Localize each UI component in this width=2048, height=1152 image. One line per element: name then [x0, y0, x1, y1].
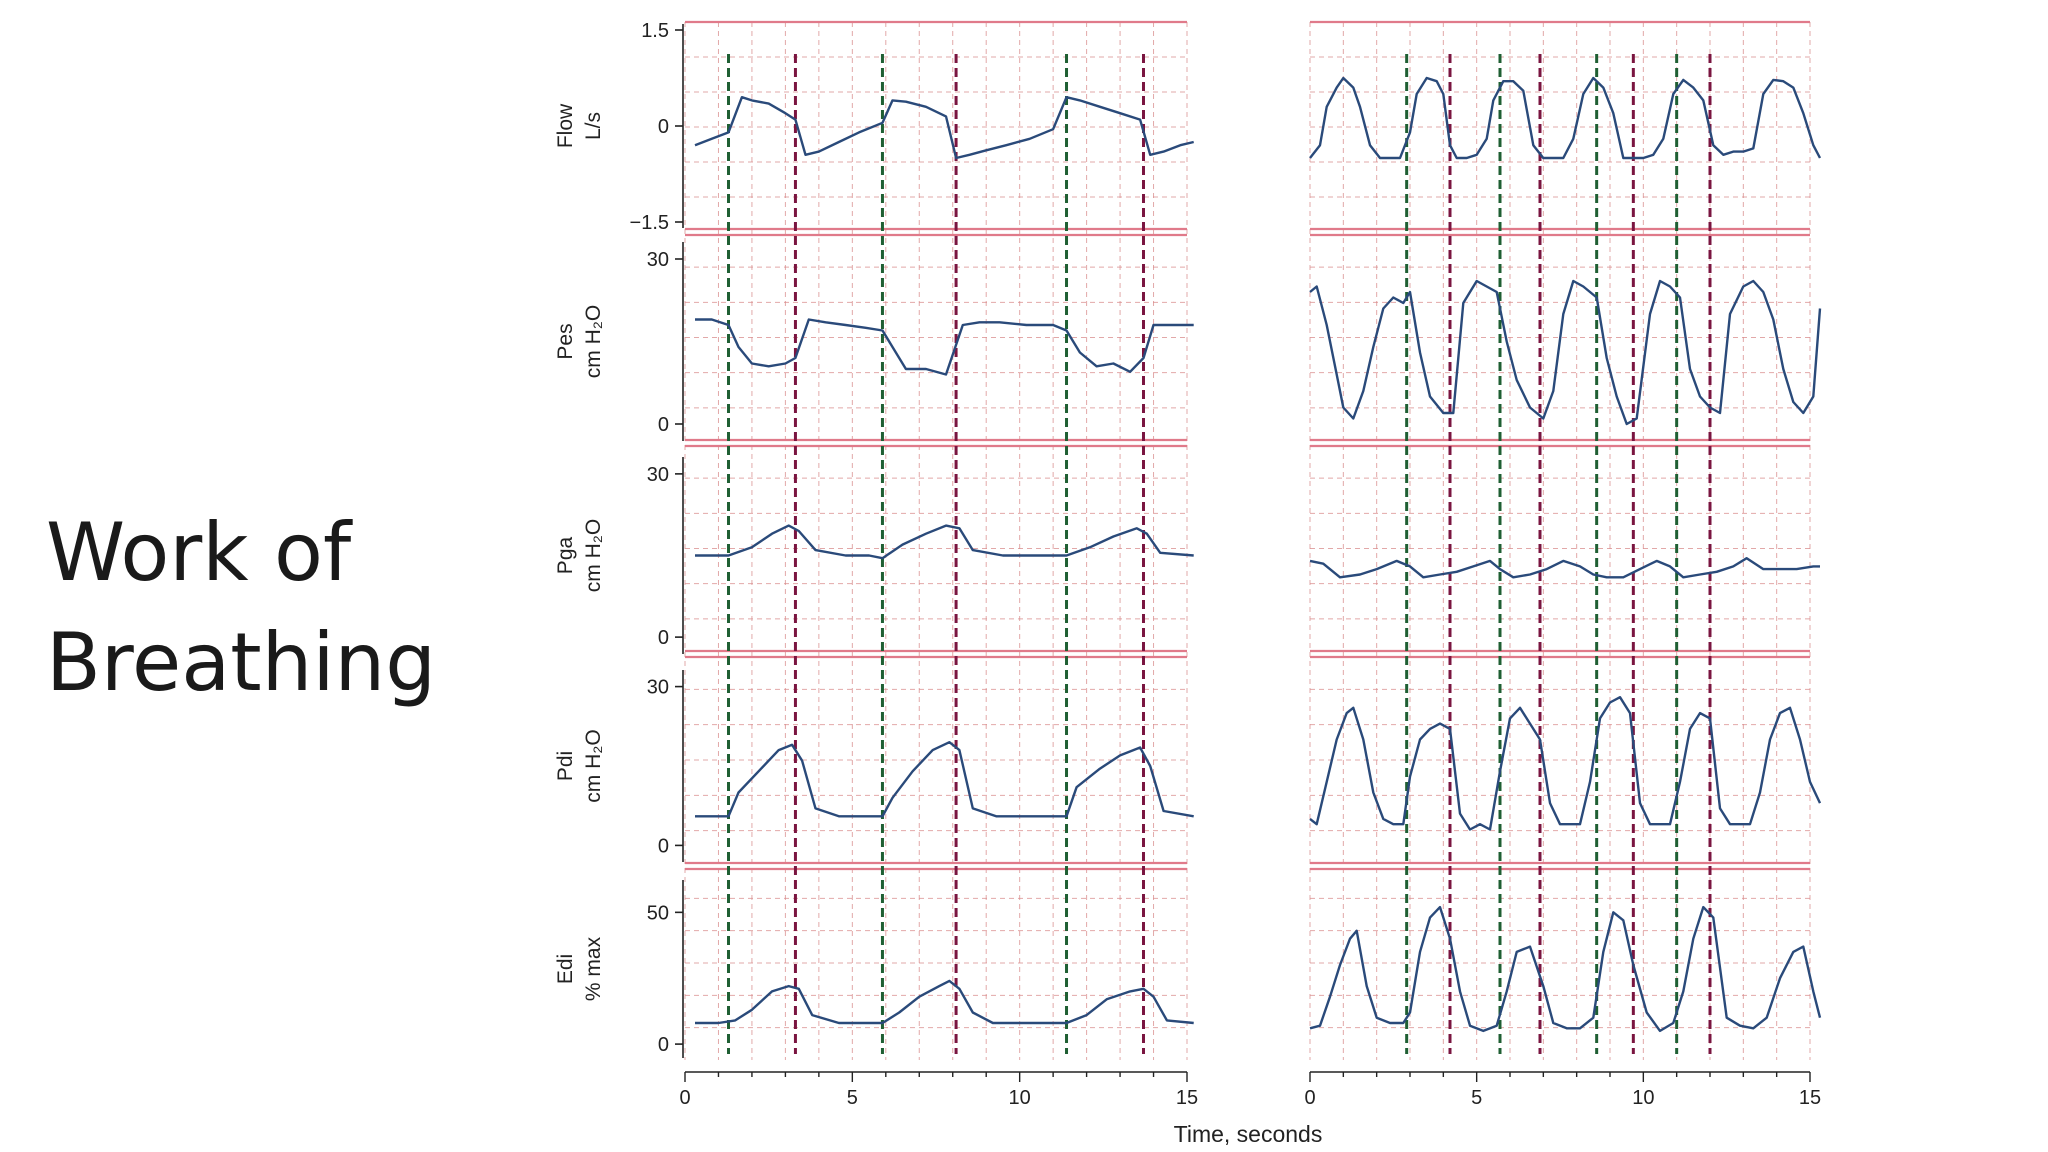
y-tick-label: 0 [658, 627, 669, 649]
y-tick-label: 0 [658, 414, 669, 436]
x-tick-label: 15 [1176, 1087, 1198, 1109]
y-tick-label: 0 [658, 835, 669, 857]
row-label-unit: cm H₂O [582, 305, 605, 378]
slide-title: Work of Breathing [46, 498, 516, 718]
grid-layer [684, 22, 1811, 1060]
row-label-unit: % max [582, 936, 605, 1001]
x-tick-label: 0 [1304, 1087, 1315, 1109]
y-tick-label: 30 [647, 249, 669, 271]
trace-left-pes [695, 318, 1194, 376]
y-tick-label: 0 [658, 1034, 669, 1056]
row-label-name: Pes [554, 323, 577, 359]
row-label-name: Pdi [554, 751, 577, 781]
x-axis-label: Time, seconds [1174, 1121, 1323, 1147]
trace-right-pga [1309, 557, 1820, 579]
trace-right-pes [1309, 279, 1822, 426]
x-tick-label: 5 [1471, 1087, 1482, 1109]
y-tick-label: 30 [647, 677, 669, 699]
x-tick-label: 0 [679, 1087, 690, 1109]
row-label-name: Edi [554, 954, 577, 984]
trace-left-pga [695, 524, 1194, 560]
row-label-name: Pga [554, 537, 577, 575]
trace-left-pdi [695, 741, 1194, 818]
slide-title-line-1: Work of [46, 506, 352, 599]
y-tick-label: 1.5 [641, 20, 669, 42]
row-label-unit: L/s [582, 112, 605, 140]
trace-left-flow [694, 95, 1194, 160]
trace-left-edi [695, 979, 1194, 1025]
slide-title-line-2: Breathing [46, 616, 437, 709]
row-label-name: Flow [554, 103, 577, 148]
y-tick-label: −1.5 [630, 212, 669, 234]
row-label-unit: cm H₂O [582, 729, 605, 802]
row-label-unit: cm H₂O [582, 519, 605, 592]
breath-marker-layer [727, 54, 1712, 1054]
trace-layer [694, 76, 1822, 1033]
trace-right-edi [1309, 905, 1822, 1033]
trace-right-flow [1309, 76, 1822, 160]
axes-layer [675, 24, 1811, 1082]
x-tick-label: 10 [1009, 1087, 1031, 1109]
x-tick-label: 5 [847, 1087, 858, 1109]
y-tick-label: 50 [647, 902, 669, 924]
trace-right-pdi [1309, 696, 1822, 831]
panel-separator-layer [685, 20, 1810, 871]
x-tick-label: 10 [1632, 1087, 1654, 1109]
x-tick-label: 15 [1799, 1087, 1821, 1109]
y-tick-label: 30 [647, 464, 669, 486]
y-tick-label: 0 [658, 116, 669, 138]
